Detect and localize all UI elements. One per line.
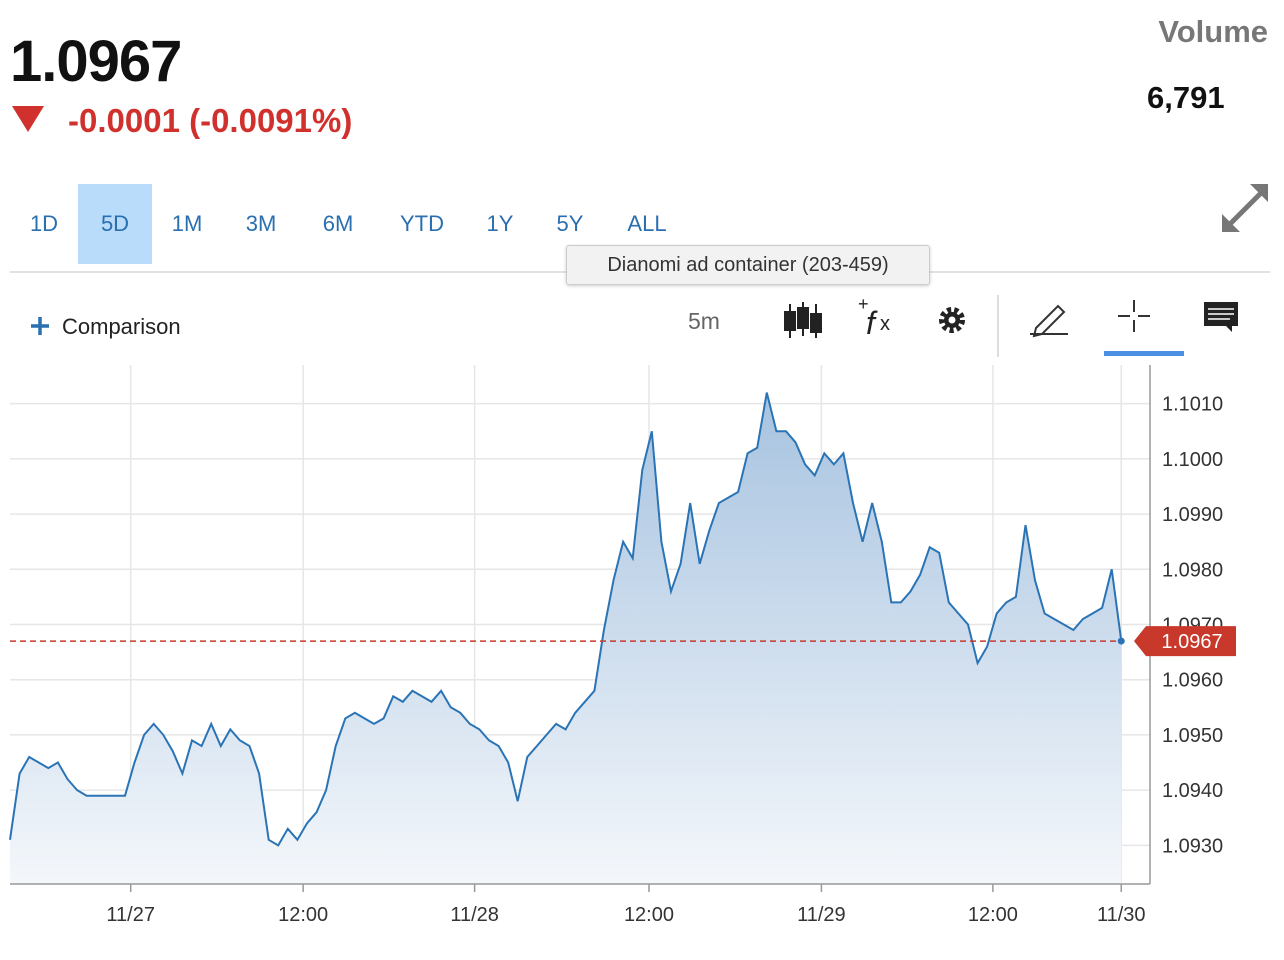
x-tick-label: 12:00 [968,904,1018,926]
plot [9,392,1125,884]
range-button[interactable]: YTD [400,211,444,236]
range-button[interactable]: 1M [171,211,203,236]
draw-icon[interactable] [1030,304,1068,338]
x-tick-label: 11/28 [450,904,499,926]
settings-icon[interactable] [939,307,965,333]
price: 1.0967 [10,29,182,94]
range-button[interactable]: 1D [29,211,59,236]
comparison-button[interactable]: Comparison [62,314,181,339]
y-tick-label: 1.0960 [1162,670,1223,692]
x-tick-label: 11/27 [106,904,155,926]
area [10,392,1122,884]
y-tick-label: 1.0980 [1162,559,1223,581]
indicator-icon[interactable]: + f x [858,294,890,341]
range-button[interactable]: 6M [322,211,354,236]
crosshair-icon[interactable] [1118,300,1150,332]
range-button[interactable]: 5D [78,184,152,264]
x-tick-label: 12:00 [278,904,328,926]
svg-text:f: f [866,305,878,341]
last-point [1117,637,1125,645]
axes: 1.09301.09401.09501.09601.09701.09801.09… [10,365,1236,926]
interval-button[interactable]: 5m [688,308,720,334]
volume-label: Volume [1158,14,1268,49]
range-button[interactable]: ALL [627,211,667,236]
last-price-flag [1134,626,1236,657]
x-tick-label: 12:00 [624,904,674,926]
last-price-label: 1.0967 [1161,631,1222,653]
down-arrow [12,106,44,132]
tooltip: Dianomi ad container (203-459) [566,245,930,285]
range-button[interactable]: 5Y [556,211,584,236]
add-icon[interactable] [31,317,49,335]
x-tick-label: 11/29 [797,904,846,926]
range-button[interactable]: 3M [245,211,277,236]
svg-text:x: x [880,313,890,335]
y-tick-label: 1.0950 [1162,725,1223,747]
price-line [9,392,1123,847]
y-tick-label: 1.1010 [1162,394,1223,416]
svg-text:+: + [858,294,869,314]
y-tick-label: 1.0990 [1162,504,1223,526]
x-tick-label: 11/30 [1097,904,1146,926]
expand-icon[interactable] [1222,184,1268,232]
candles-icon[interactable] [784,302,822,338]
y-tick-label: 1.1000 [1162,449,1223,471]
active-tool-indicator [1104,351,1184,356]
range-button[interactable]: 1Y [486,211,514,236]
y-tick-label: 1.0940 [1162,780,1223,802]
price-change: -0.0001 (-0.0091%) [68,102,353,139]
y-tick-label: 1.0930 [1162,835,1223,857]
volume: 6,791 [1147,80,1225,115]
comment-icon[interactable] [1204,302,1238,332]
